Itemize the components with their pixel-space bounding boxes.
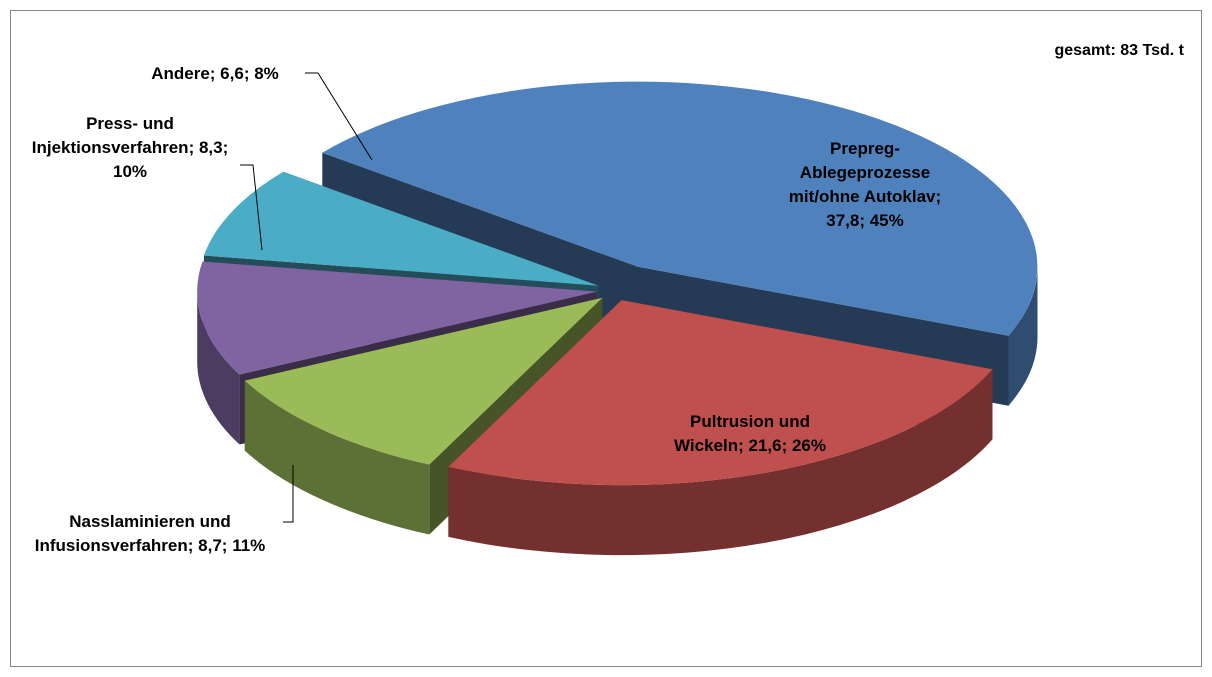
leader-line [240,164,263,251]
label-separator: ; [222,138,229,157]
label-separator: ; [935,187,942,206]
slice [203,171,599,286]
label-separator: ; [738,436,749,455]
annotation: gesamt: 83 Tsd. t [1054,42,1184,59]
label-value: 8,7 [198,536,222,555]
slices [197,81,1038,556]
label-value: 37,8 [826,211,860,230]
data-label: Prepreg-Ablegeprozesse mit/ohne Autoklav… [773,137,958,233]
label-name: Press- und Injektionsverfahren [31,114,189,157]
label-percent: 11% [232,536,266,555]
data-label: Pultrusion und Wickeln; 21,6; 26% [658,410,843,458]
data-label: Press- und Injektionsverfahren; 8,3; 10% [23,112,238,184]
label-separator: ; [859,211,870,230]
leader-line [283,465,294,523]
label-separator: ; [221,536,233,555]
label-name: Andere [151,64,210,83]
slice-side [1008,266,1038,406]
label-separator: ; [187,536,199,555]
slice-side [244,380,430,535]
label-name: Nasslaminieren und Infusionsverfahren [34,512,231,555]
slice-side [197,291,240,445]
label-separator: ; [243,64,255,83]
label-percent: 45% [869,211,904,230]
label-separator: ; [781,436,792,455]
slice [244,297,603,465]
label-value: 8,3 [198,138,223,157]
data-label: Andere; 6,6; 8% [100,62,330,86]
slice [197,261,598,375]
label-name: Prepreg-Ablegeprozesse mit/ohne Autoklav [788,139,936,206]
data-label: Nasslaminieren und Infusionsverfahren; 8… [33,510,268,558]
label-percent: 8% [254,64,279,83]
slice [448,300,993,486]
label-value: 21,6 [748,436,782,455]
label-percent: 10% [112,162,148,181]
label-separator: ; [209,64,221,83]
label-value: 6,6 [220,64,244,83]
slice [322,81,1038,336]
label-name: Pultrusion und Wickeln [674,412,810,455]
label-percent: 26% [791,436,826,455]
slice-side [448,369,993,556]
label-separator: ; [188,138,199,157]
leader-line [305,72,373,161]
